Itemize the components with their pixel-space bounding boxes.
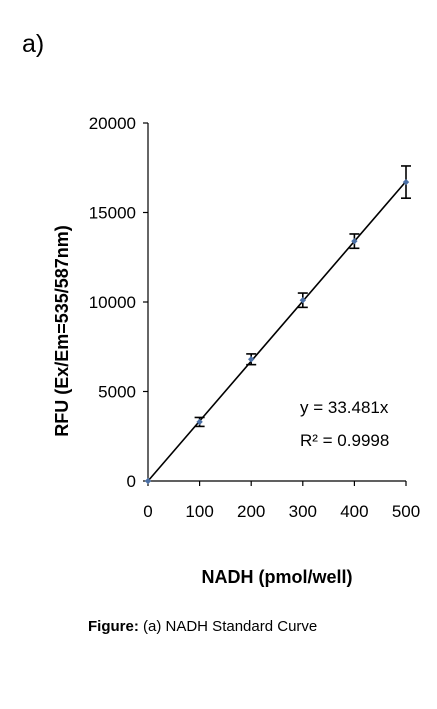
x-tick-label: 0 [143,502,152,521]
y-tick-label: 10000 [89,293,136,312]
x-tick-label: 400 [340,502,368,521]
y-axis-title: RFU (Ex/Em=535/587nm) [52,225,72,437]
error-bars [194,165,411,428]
trendline-line [147,180,407,482]
figure-caption: Figure: (a) NADH Standard Curve [88,618,317,635]
r-squared-label: R² = 0.9998 [300,431,389,450]
x-tick-label: 100 [185,502,213,521]
y-tick-label: 5000 [98,383,136,402]
x-tick-label: 200 [237,502,265,521]
data-point [402,178,410,186]
x-tick-label: 500 [392,502,420,521]
data-point [248,356,255,363]
x-tick-label: 300 [289,502,317,521]
x-axis-title: NADH (pmol/well) [202,567,353,587]
trendline-equation: y = 33.481x [300,398,389,417]
caption-text: (a) NADH Standard Curve [143,618,318,635]
data-point [144,477,152,485]
panel-label: a) [22,30,45,58]
data-points [144,178,410,485]
y-tick-label: 0 [127,472,136,491]
y-tick-label: 15000 [89,204,136,223]
tick-labels: 0 5000 10000 15000 20000 0 100 200 300 400 500 [89,114,420,521]
data-point [299,297,306,304]
trendline [147,180,407,482]
axes [147,123,406,482]
caption-prefix: Figure: [88,618,139,635]
y-tick-label: 20000 [89,114,136,133]
data-point [351,237,358,245]
data-point [196,418,203,426]
